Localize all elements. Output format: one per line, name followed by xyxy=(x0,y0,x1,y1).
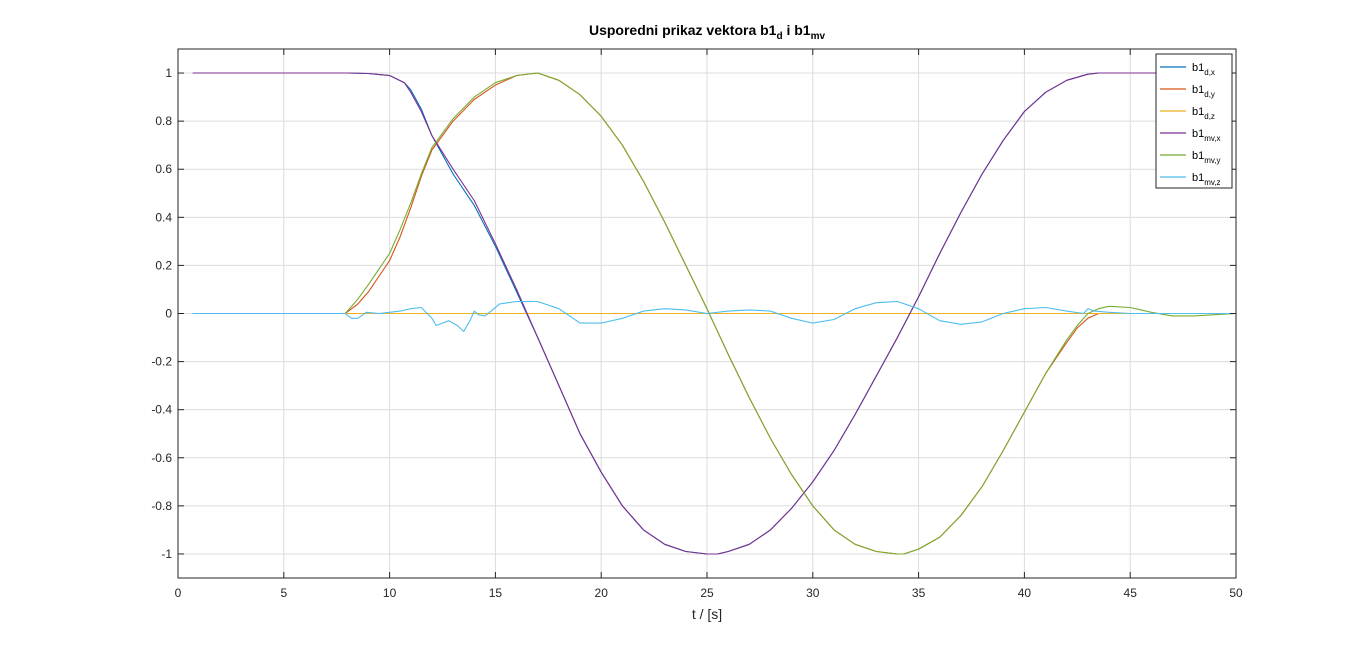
legend-entry-sub: d,x xyxy=(1204,68,1215,77)
legend-entry-name: b1 xyxy=(1192,62,1204,74)
x-tick-label: 0 xyxy=(175,586,182,600)
series-line-mv-z xyxy=(192,300,1236,333)
legend-entry-sub: mv,z xyxy=(1204,178,1220,187)
title-mid: i b1 xyxy=(783,22,811,38)
title-sub2: mv xyxy=(811,31,826,42)
x-tick-label: 35 xyxy=(912,586,926,600)
x-axis-label: t / [s] xyxy=(692,606,722,622)
legend-entry: b1d,x xyxy=(1192,62,1215,77)
x-tick-label: 40 xyxy=(1018,586,1032,600)
y-tick-label: -1 xyxy=(161,547,172,561)
legend-entry: b1mv,y xyxy=(1192,150,1221,165)
legend-entry: b1mv,z xyxy=(1192,172,1221,187)
y-tick-labels: -1 -0.8 -0.6 -0.4 -0.2 0 0.2 0.4 0.6 0.8 1 xyxy=(151,66,172,561)
y-tick-label: 0.8 xyxy=(155,114,172,128)
x-tick-label: 45 xyxy=(1124,586,1138,600)
series-group xyxy=(192,72,1237,555)
legend-entry-name: b1 xyxy=(1192,150,1204,162)
x-tick-label: 15 xyxy=(489,586,503,600)
y-tick-label: -0.4 xyxy=(151,403,172,417)
chart-title: Usporedni prikaz vektora b1d i b1mv xyxy=(589,22,826,42)
series-line-mv-x xyxy=(192,72,1236,555)
title-main: Usporedni prikaz vektora b1 xyxy=(589,22,777,38)
ticks xyxy=(177,49,1237,578)
x-tick-label: 50 xyxy=(1229,586,1243,600)
y-tick-label: 0 xyxy=(165,307,172,321)
legend-entry-name: b1 xyxy=(1192,172,1204,184)
x-tick-label: 25 xyxy=(700,586,714,600)
y-tick-label: 0.4 xyxy=(155,210,172,224)
legend-entry-sub: d,y xyxy=(1204,90,1215,99)
legend-entry-name: b1 xyxy=(1192,106,1204,118)
title-sub1: d xyxy=(776,31,782,42)
legend-box xyxy=(1155,53,1233,189)
y-tick-label: -0.8 xyxy=(151,499,172,513)
legend-entry-name: b1 xyxy=(1192,128,1204,140)
legend-entry-sub: mv,x xyxy=(1204,134,1220,143)
y-tick-label: -0.6 xyxy=(151,451,172,465)
legend-entry-name: b1 xyxy=(1192,84,1204,96)
x-tick-labels: 0 5 10 15 20 25 30 35 40 45 50 xyxy=(175,586,1243,600)
y-tick-label: 1 xyxy=(165,66,172,80)
legend-entry: b1d,z xyxy=(1192,106,1215,121)
legend-entry: b1mv,x xyxy=(1192,128,1221,143)
legend-entry-sub: mv,y xyxy=(1204,156,1220,165)
x-tick-label: 20 xyxy=(595,586,609,600)
legend-entry-sub: d,z xyxy=(1204,112,1215,121)
x-tick-label: 5 xyxy=(280,586,287,600)
series-line-mv-y xyxy=(192,72,1237,555)
y-tick-label: -0.2 xyxy=(151,355,172,369)
x-tick-label: 10 xyxy=(383,586,397,600)
legend-entry: b1d,y xyxy=(1192,84,1215,99)
y-tick-label: 0.6 xyxy=(155,162,172,176)
x-tick-label: 30 xyxy=(806,586,820,600)
y-tick-label: 0.2 xyxy=(155,258,172,272)
